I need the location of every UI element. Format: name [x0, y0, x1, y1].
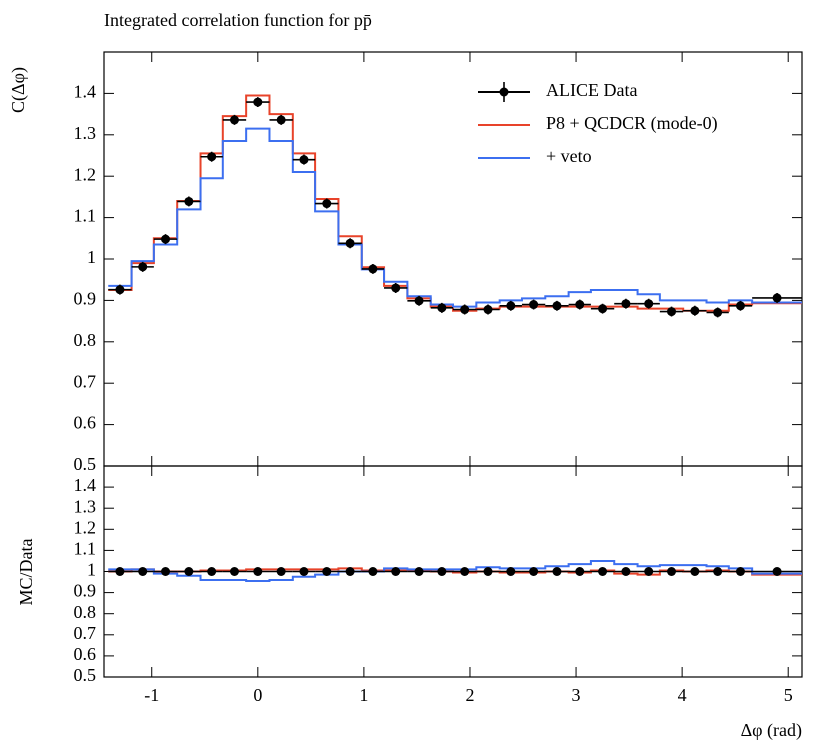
data-point: [690, 306, 700, 316]
y-tick-label: 0.5: [74, 454, 97, 474]
data-point: [483, 305, 493, 315]
data-point: [414, 567, 424, 576]
data-point: [690, 567, 700, 576]
x-tick-label: 2: [465, 685, 474, 705]
data-point: [229, 567, 239, 576]
x-tick-label: 3: [572, 685, 581, 705]
y-tick-label: 1.3: [74, 123, 97, 143]
data-point: [598, 304, 608, 314]
y-tick-label: 0.5: [74, 665, 97, 685]
x-axis-label: Δφ (rad): [741, 720, 802, 741]
x-tick-label: 0: [253, 685, 262, 705]
y-tick-label: 1.4: [74, 82, 97, 102]
data-point: [529, 567, 539, 576]
x-tick-label: 4: [678, 685, 687, 705]
data-point: [460, 305, 470, 315]
data-point: [229, 115, 239, 125]
data-point: [772, 293, 782, 303]
data-point: [667, 567, 677, 576]
legend-label: ALICE Data: [546, 80, 637, 100]
data-point: [575, 567, 585, 576]
y-tick-label: 0.7: [74, 371, 97, 391]
y-tick-label: 1.2: [74, 517, 97, 537]
data-point: [253, 567, 263, 576]
y-tick-label: 0.6: [74, 413, 97, 433]
data-point: [276, 567, 286, 576]
data-point: [207, 152, 217, 162]
y-tick-label: 0.8: [74, 602, 97, 622]
legend-label: + veto: [546, 146, 592, 166]
data-point: [207, 567, 217, 576]
data-point: [621, 299, 631, 309]
data-point: [161, 567, 171, 576]
data-point: [322, 199, 332, 209]
data-point: [138, 262, 148, 272]
x-tick-label: -1: [144, 685, 159, 705]
data-point: [506, 301, 516, 311]
ratio-y-axis-label: MC/Data: [16, 538, 36, 605]
data-point: [322, 567, 332, 576]
data-point: [138, 567, 148, 576]
data-point: [345, 238, 355, 248]
data-point: [621, 567, 631, 576]
y-axis-label: C(Δφ): [8, 67, 29, 113]
data-point: [644, 567, 654, 576]
data-point: [529, 300, 539, 310]
chart-title: Integrated correlation function for pp̄: [104, 10, 372, 30]
data-point: [253, 97, 263, 107]
data-point: [345, 567, 355, 576]
data-point: [644, 299, 654, 309]
data-point: [115, 285, 125, 295]
data-point: [552, 301, 562, 311]
data-point: [575, 300, 585, 310]
data-point: [368, 264, 378, 274]
data-point: [391, 567, 401, 576]
data-point: [483, 567, 493, 576]
data-point: [667, 307, 677, 317]
data-point: [735, 567, 745, 576]
data-point: [161, 234, 171, 244]
y-tick-label: 0.9: [74, 581, 97, 601]
y-tick-label: 1.3: [74, 496, 97, 516]
mc-step-line: [108, 559, 802, 582]
data-point: [713, 307, 723, 317]
y-tick-label: 0.8: [74, 330, 97, 350]
legend-label: P8 + QCDCR (mode-0): [546, 113, 718, 134]
data-point: [299, 155, 309, 165]
data-point: [735, 301, 745, 311]
data-point: [414, 296, 424, 306]
y-tick-label: 1: [87, 247, 96, 267]
data-point: [299, 567, 309, 576]
y-tick-label: 1.1: [74, 206, 97, 226]
data-point: [437, 303, 447, 313]
data-point: [391, 283, 401, 293]
y-tick-label: 0.7: [74, 623, 97, 643]
y-tick-label: 1.4: [74, 475, 97, 495]
data-point: [184, 196, 194, 206]
data-point: [460, 567, 470, 576]
y-tick-label: 1.1: [74, 539, 97, 559]
y-tick-label: 1: [87, 560, 96, 580]
x-tick-label: 5: [784, 685, 793, 705]
y-tick-label: 0.6: [74, 644, 97, 664]
data-point: [368, 567, 378, 576]
data-point: [713, 567, 723, 576]
legend-marker: [499, 87, 509, 97]
data-point: [506, 567, 516, 576]
data-point: [598, 567, 608, 576]
y-tick-label: 0.9: [74, 289, 97, 309]
data-point: [437, 567, 447, 576]
data-point: [772, 567, 782, 576]
data-point: [184, 567, 194, 576]
data-point: [115, 567, 125, 576]
data-point: [552, 567, 562, 576]
data-point: [276, 115, 286, 125]
x-tick-label: 1: [359, 685, 368, 705]
y-tick-label: 1.2: [74, 164, 97, 184]
